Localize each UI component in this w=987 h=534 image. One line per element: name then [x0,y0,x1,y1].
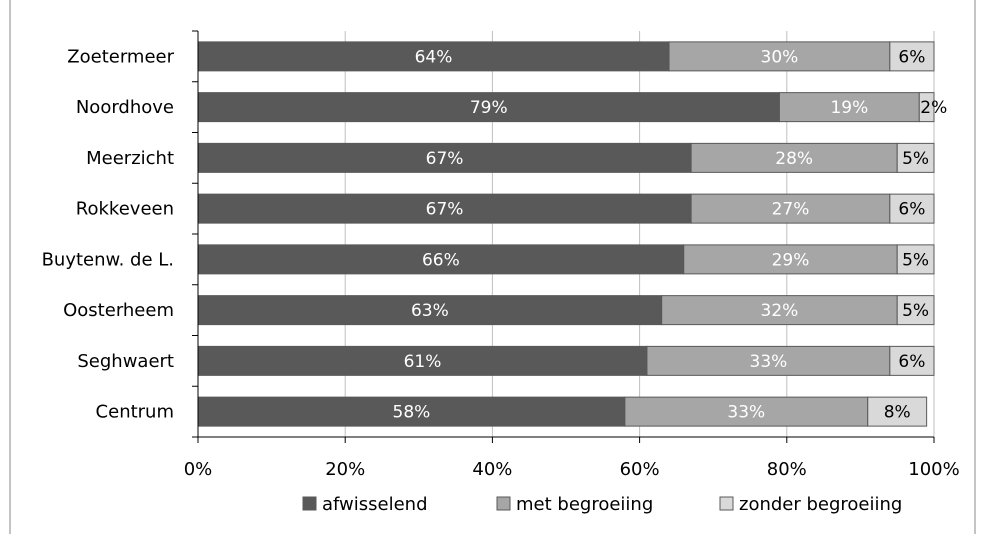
category-label: Seghwaert [77,351,174,372]
bar-segment-zonder-begroeiing [918,92,935,123]
data-label: 33% [750,352,788,372]
data-label: 58% [393,403,431,423]
category-label: Rokkeveen [76,199,174,220]
bar-segment-met-begroeiing [690,193,891,224]
data-label: 5% [902,149,929,169]
data-label: 27% [772,200,810,220]
bar-segment-afwisselend [197,142,692,173]
data-label: 19% [830,98,868,118]
data-label: 67% [426,149,464,169]
bar-segment-afwisselend [197,41,670,72]
bar-segment-zonder-begroeiing [889,193,935,224]
x-tick-label: 40% [472,459,512,480]
bar-segment-afwisselend [197,193,692,224]
bar-segment-met-begroeiing [778,92,920,123]
data-label: 67% [426,200,464,220]
data-label: 33% [727,403,765,423]
legend-swatch [719,496,734,511]
data-label: 29% [772,250,810,270]
data-label: 5% [902,250,929,270]
bar-segment-met-begroeiing [624,396,869,427]
data-label: 5% [902,301,929,321]
x-tick-label: 60% [620,459,660,480]
category-label: Oosterheem [63,300,174,321]
bar-segment-zonder-begroeiing [867,396,928,427]
data-label: 6% [898,352,925,372]
x-tick-label: 0% [184,459,213,480]
legend-label: afwisselend [322,494,428,515]
bar-segment-zonder-begroeiing [889,41,935,72]
data-label: 28% [775,149,813,169]
x-tick-label: 80% [767,459,807,480]
category-label: Buytenw. de L. [42,249,174,270]
bar-segment-met-begroeiing [683,244,898,275]
bar-segment-met-begroeiing [690,142,898,173]
category-label: Centrum [96,402,174,423]
data-label: 61% [404,352,442,372]
legend-swatch [302,496,317,511]
data-label: 66% [422,250,460,270]
data-label: 8% [884,403,911,423]
legend: afwisselend met begroeiing zonder begroeii… [302,494,902,515]
bar-segment-met-begroeiing [661,295,898,326]
bar-segment-zonder-begroeiing [896,244,935,275]
data-label: 6% [898,200,925,220]
bars: 64% 30% 6% 79% 19% 2% 67% 28% 5% 67% 27% 6% 66% 29% 5%… [197,41,947,427]
bar-segment-zonder-begroeiing [896,142,935,173]
category-label: Meerzicht [86,148,174,169]
bar-segment-zonder-begroeiing [896,295,935,326]
data-label: 64% [415,47,453,67]
x-tick-label: 100% [908,459,959,480]
data-label: 63% [411,301,449,321]
bar-segment-zonder-begroeiing [889,345,935,376]
data-label: 30% [761,47,799,67]
data-label: 6% [898,47,925,67]
bar-segment-afwisselend [197,295,663,326]
legend-label: met begroeiing [516,494,653,515]
bar-segment-met-begroeiing [646,345,891,376]
x-tick-label: 20% [325,459,365,480]
legend-swatch [496,496,511,511]
bar-segment-met-begroeiing [668,41,891,72]
data-label: 2% [920,98,947,118]
data-label: 79% [470,98,508,118]
category-label: Zoetermeer [67,46,174,67]
data-label: 32% [761,301,799,321]
bar-segment-afwisselend [197,92,780,123]
legend-label: zonder begroeiing [739,494,902,515]
axes: 0% 20% 40% 60% 80% 100% Zoetermeer Noordhove Mee… [42,30,960,480]
category-label: Noordhove [76,97,174,118]
